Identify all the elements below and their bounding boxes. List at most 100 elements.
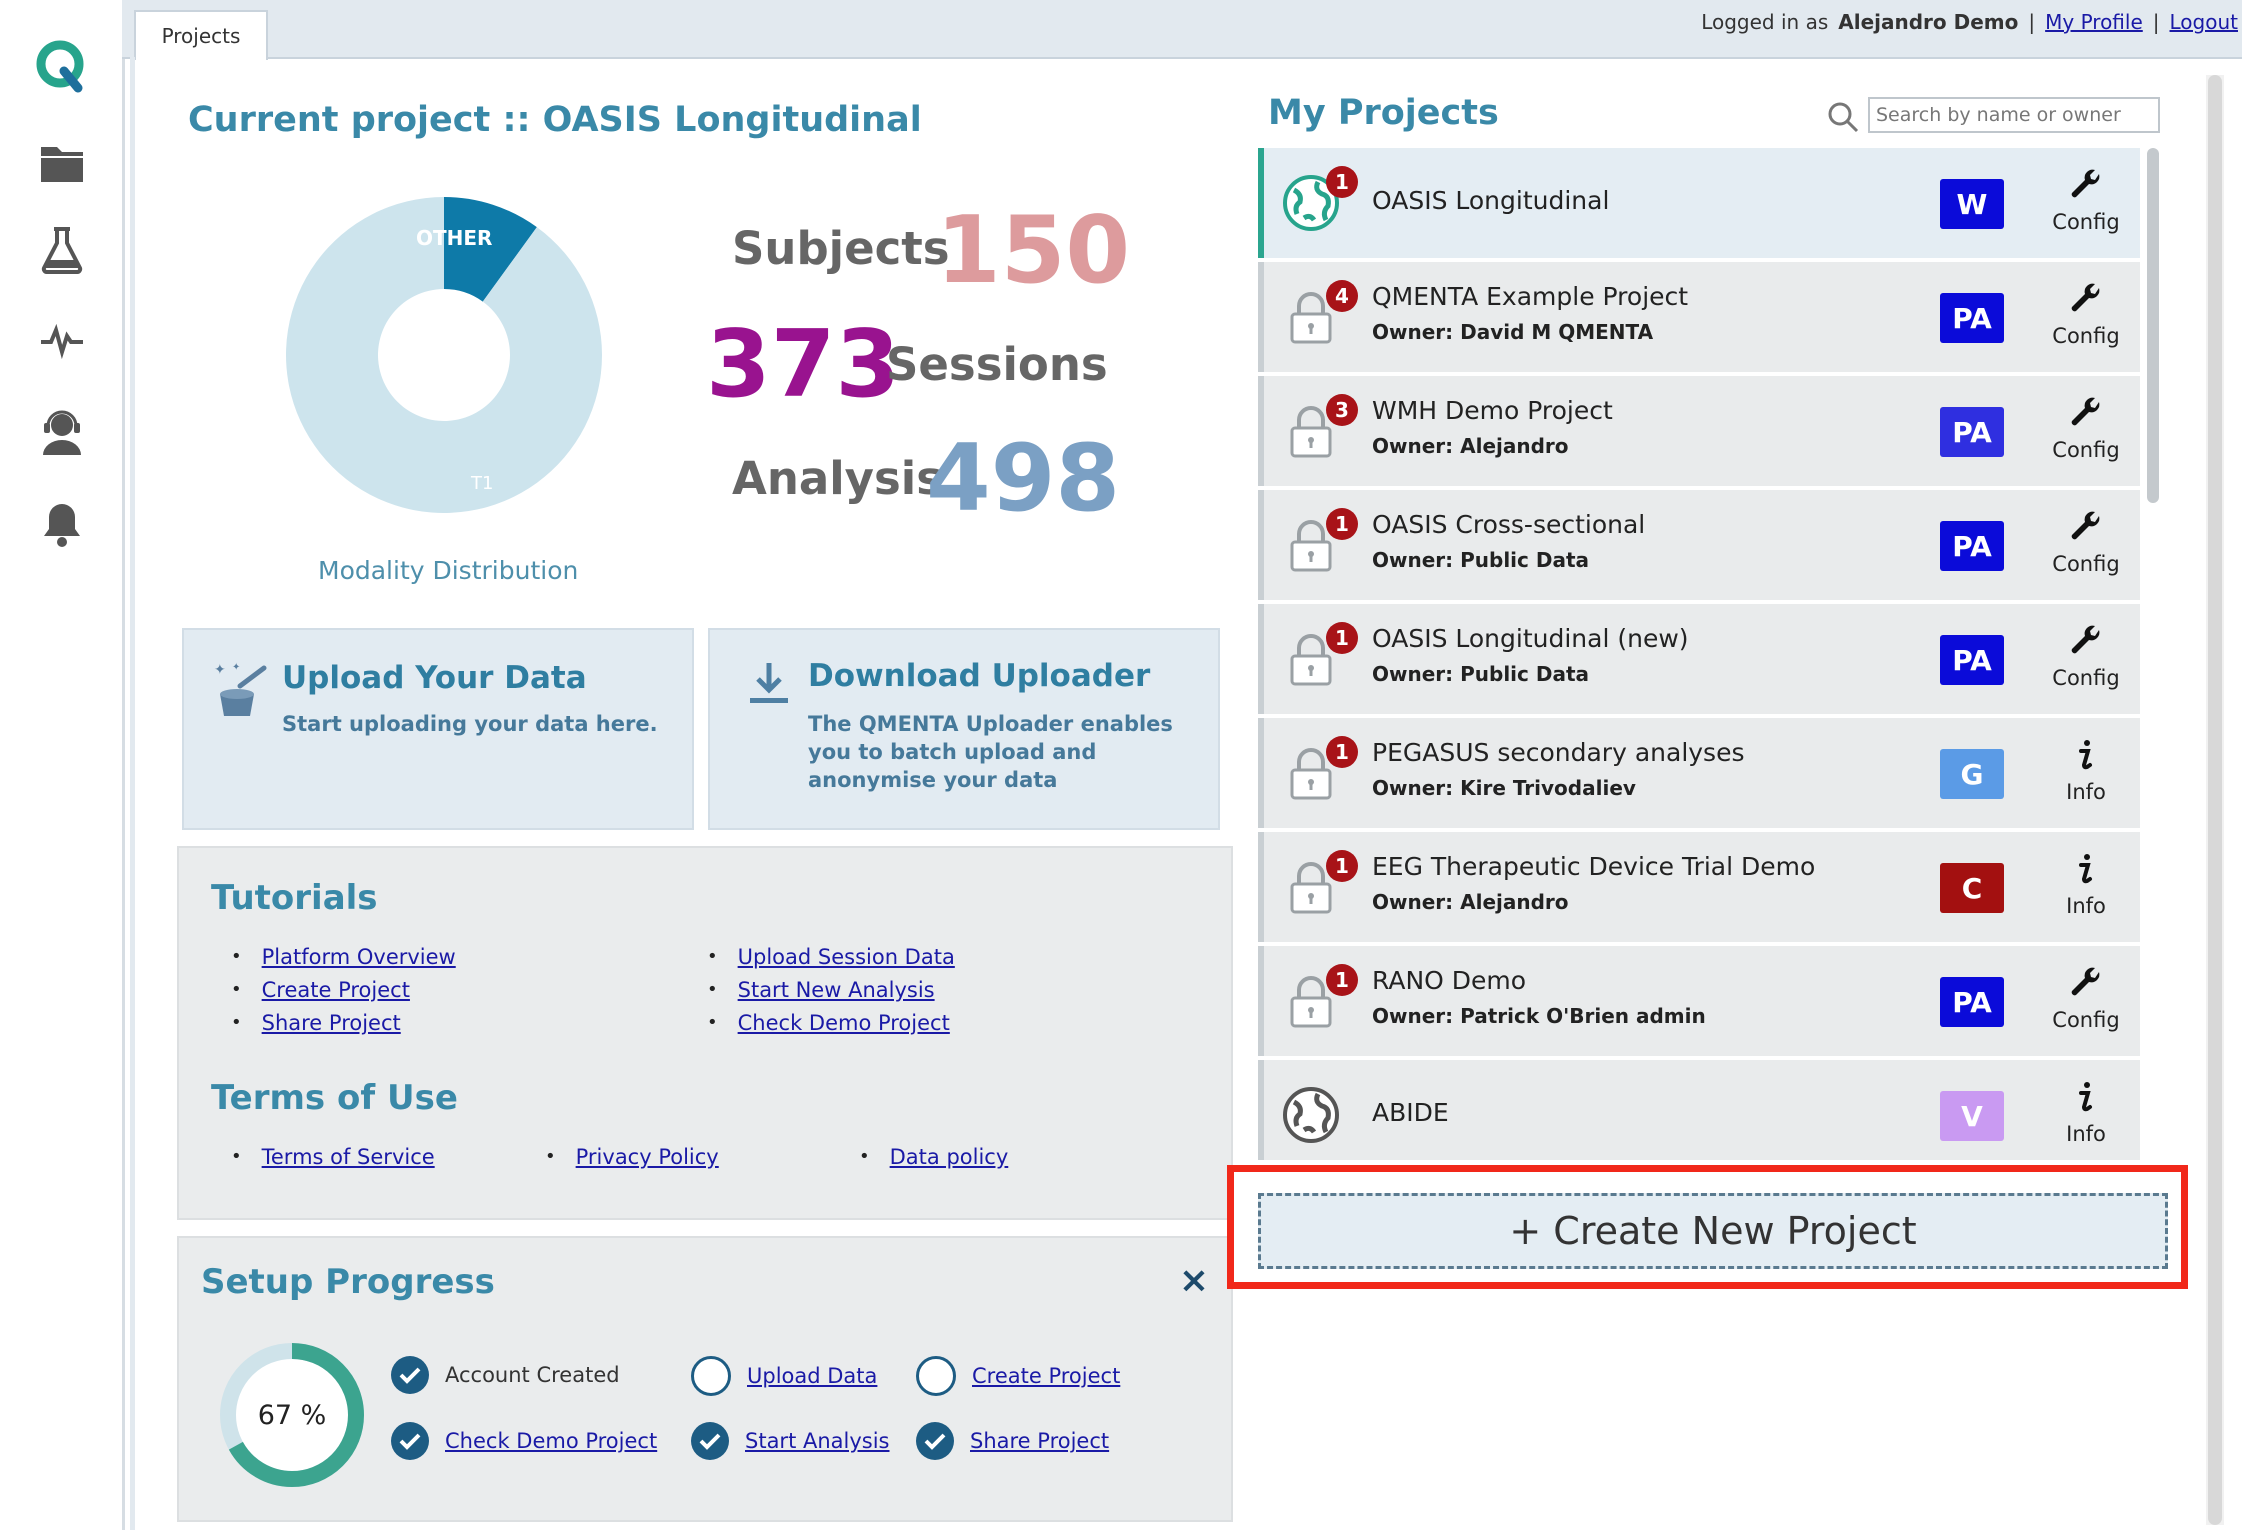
terms-list-2: Privacy Policy	[545, 1140, 719, 1173]
config-button[interactable]: Config	[2040, 624, 2132, 690]
notification-badge: 3	[1326, 394, 1358, 426]
project-row[interactable]: 1 OASIS Cross-sectional Owner: Public Data…	[1258, 490, 2140, 600]
tutorial-link[interactable]: Platform Overview	[261, 944, 456, 969]
action-label: Config	[2052, 666, 2120, 690]
terms-of-service-link[interactable]: Terms of Service	[261, 1144, 435, 1169]
privacy-policy-link[interactable]: Privacy Policy	[575, 1144, 719, 1169]
project-owner: Owner: Alejandro	[1372, 434, 1569, 458]
tutorial-link[interactable]: Create Project	[261, 977, 410, 1002]
config-button[interactable]: Config	[2040, 510, 2132, 576]
step-link[interactable]: Upload Data	[747, 1364, 878, 1388]
analysis-count: 498	[926, 424, 1121, 532]
page-scrollbar[interactable]	[2208, 75, 2222, 1525]
info-button[interactable]: Info	[2040, 852, 2132, 918]
role-badge: V	[1940, 1091, 2004, 1141]
project-owner: Owner: David M QMENTA	[1372, 320, 1654, 344]
list-item: Create Project	[231, 973, 456, 1006]
separator: |	[2028, 10, 2036, 34]
project-name[interactable]: OASIS Longitudinal (new)	[1372, 624, 1689, 653]
project-name[interactable]: RANO Demo	[1372, 966, 1527, 995]
step-link[interactable]: Share Project	[970, 1429, 1110, 1453]
my-profile-link[interactable]: My Profile	[2045, 10, 2143, 34]
wrench-icon	[2040, 282, 2132, 320]
pulse-icon[interactable]	[34, 312, 90, 368]
project-owner: Owner: Patrick O'Brien admin	[1372, 1004, 1706, 1028]
project-name[interactable]: OASIS Cross-sectional	[1372, 510, 1646, 539]
qmenta-logo-icon[interactable]	[34, 38, 90, 94]
list-item: Share Project	[231, 1006, 456, 1039]
project-name[interactable]: WMH Demo Project	[1372, 396, 1613, 425]
modality-donut-chart: OTHER T1	[286, 197, 602, 513]
project-row[interactable]: 1 EEG Therapeutic Device Trial Demo Owner:…	[1258, 832, 2140, 942]
project-row[interactable]: 1 PEGASUS secondary analyses Owner: Kire T…	[1258, 718, 2140, 828]
lock-icon	[1282, 288, 1340, 346]
config-button[interactable]: Config	[2040, 966, 2132, 1032]
tutorial-link[interactable]: Upload Session Data	[737, 944, 955, 969]
setup-progress-panel: Setup Progress × 67 % Account Created Up…	[177, 1236, 1233, 1522]
upload-data-card[interactable]: ✦ ✦ Upload Your Data Start uploading your…	[182, 628, 694, 830]
setup-progress-ring	[220, 1343, 364, 1487]
download-icon	[746, 660, 792, 710]
step-upload-data[interactable]: Upload Data	[691, 1356, 877, 1396]
step-start-analysis[interactable]: Start Analysis	[691, 1422, 890, 1460]
lock-icon	[1282, 858, 1340, 916]
project-name[interactable]: OASIS Longitudinal	[1372, 186, 1610, 215]
download-uploader-card[interactable]: Download Uploader The QMENTA Uploader en…	[708, 628, 1220, 830]
action-label: Config	[2052, 438, 2120, 462]
search-input[interactable]: Search by name or owner	[1868, 97, 2160, 133]
folder-icon[interactable]	[34, 134, 90, 190]
project-row[interactable]: ABIDE V Info	[1258, 1060, 2140, 1160]
step-link[interactable]: Create Project	[972, 1364, 1121, 1388]
setup-progress-percent: 67 %	[257, 1400, 327, 1431]
terms-list-3: Data policy	[859, 1140, 1009, 1173]
project-name[interactable]: QMENTA Example Project	[1372, 282, 1689, 311]
tab-projects[interactable]: Projects	[134, 10, 268, 60]
tutorial-link[interactable]: Share Project	[261, 1010, 401, 1035]
config-button[interactable]: Config	[2040, 396, 2132, 462]
info-button[interactable]: Info	[2040, 738, 2132, 804]
flask-icon[interactable]	[34, 222, 90, 278]
step-account-created: Account Created	[391, 1356, 620, 1394]
role-badge: W	[1940, 179, 2004, 229]
project-row[interactable]: 4 QMENTA Example Project Owner: David M QM…	[1258, 262, 2140, 372]
project-row[interactable]: 3 WMH Demo Project Owner: Alejandro PA Confi…	[1258, 376, 2140, 486]
config-button[interactable]: Config	[2040, 282, 2132, 348]
step-link[interactable]: Start Analysis	[745, 1429, 890, 1453]
config-button[interactable]: Config	[2040, 168, 2132, 234]
project-name[interactable]: EEG Therapeutic Device Trial Demo	[1372, 852, 1816, 881]
frame-border	[130, 57, 135, 1530]
close-icon[interactable]: ×	[1178, 1260, 1209, 1301]
data-policy-link[interactable]: Data policy	[889, 1144, 1009, 1169]
slice-label-other: OTHER	[416, 226, 492, 250]
project-row[interactable]: 1 OASIS Longitudinal (new) Owner: Public D…	[1258, 604, 2140, 714]
project-row[interactable]: 1 RANO Demo Owner: Patrick O'Brien admin PA…	[1258, 946, 2140, 1056]
project-owner: Owner: Alejandro	[1372, 890, 1569, 914]
bell-icon[interactable]	[34, 496, 90, 552]
tutorials-list-2: Upload Session Data Start New Analysis C…	[707, 940, 955, 1039]
current-project-title: Current project :: OASIS Longitudinal	[188, 100, 922, 140]
create-new-project-button[interactable]: + Create New Project	[1258, 1193, 2168, 1269]
project-name[interactable]: ABIDE	[1372, 1098, 1449, 1127]
step-share-project[interactable]: Share Project	[916, 1422, 1109, 1460]
my-projects-title: My Projects	[1268, 93, 1499, 133]
step-link[interactable]: Check Demo Project	[445, 1429, 658, 1453]
globe-icon	[1282, 1086, 1340, 1144]
info-button[interactable]: Info	[2040, 1080, 2132, 1146]
search-icon[interactable]	[1826, 100, 1860, 138]
step-create-project[interactable]: Create Project	[916, 1356, 1120, 1396]
role-badge: G	[1940, 749, 2004, 799]
list-item: Upload Session Data	[707, 940, 955, 973]
tutorial-link[interactable]: Start New Analysis	[737, 977, 935, 1002]
top-bar: Projects Logged in as Alejandro Demo | M…	[122, 0, 2242, 60]
project-row[interactable]: 1 OASIS Longitudinal W Config	[1258, 148, 2140, 258]
tutorial-link[interactable]: Check Demo Project	[737, 1010, 950, 1035]
project-name[interactable]: PEGASUS secondary analyses	[1372, 738, 1745, 767]
tutorials-panel: Tutorials Platform Overview Create Proje…	[177, 846, 1233, 1220]
logout-link[interactable]: Logout	[2169, 10, 2238, 34]
step-check-demo-project[interactable]: Check Demo Project	[391, 1422, 657, 1460]
sessions-label: Sessions	[886, 338, 1108, 391]
support-agent-icon[interactable]	[34, 404, 90, 460]
subjects-label: Subjects	[732, 222, 950, 275]
project-list-scrollbar[interactable]	[2147, 148, 2159, 503]
lock-icon	[1282, 744, 1340, 802]
